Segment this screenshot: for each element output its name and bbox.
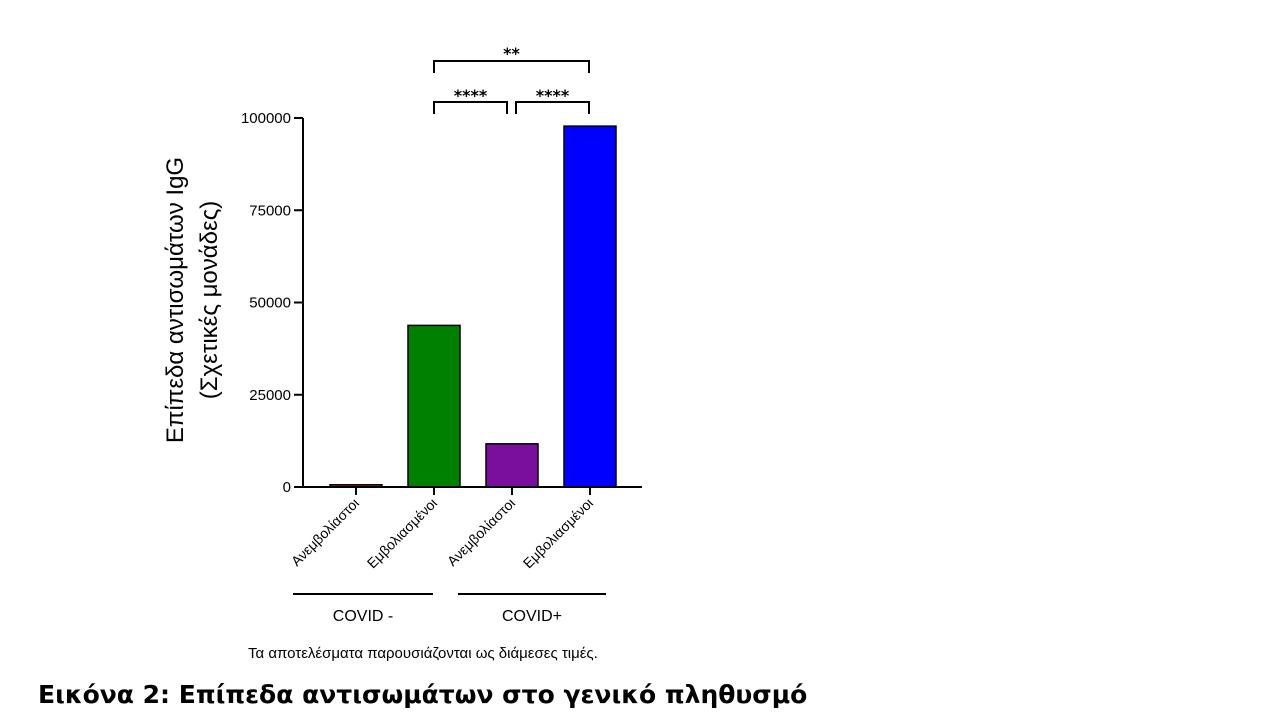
figure-caption: Εικόνα 2: Επίπεδα αντισωμάτων στο γενικό… <box>38 680 808 709</box>
significance-bracket <box>433 101 508 114</box>
results-note: Τα αποτελέσματα παρουσιάζονται ως διάμεσ… <box>248 645 598 662</box>
group-label: COVID - <box>333 608 393 625</box>
y-tick-label: 75000 <box>249 202 291 219</box>
y-axis-label-line1: Επίπεδα αντισωμάτων IgG <box>162 157 189 443</box>
significance-label: **** <box>454 86 488 105</box>
significance-brackets: ****** **** <box>433 44 590 114</box>
x-tick-label: Ανεμβολίαστοι <box>444 495 518 569</box>
x-tick-label: Εμβολιασμένοι <box>520 495 596 571</box>
significance-label: **** <box>536 86 570 105</box>
bar-2 <box>407 324 461 488</box>
y-tick-label: 50000 <box>249 295 291 312</box>
group-labels: COVID - COVID+ <box>293 593 606 625</box>
ticks-layer: 0 25000 50000 75000 100000 <box>241 110 303 496</box>
significance-label: ** <box>503 44 520 63</box>
category-labels: Ανεμβολίαστοι Εμβολιασμένοι Ανεμβολίαστοι Ε… <box>288 487 596 571</box>
y-tick-label: 25000 <box>249 387 291 404</box>
significance-bracket <box>515 101 590 114</box>
x-tick-label: Ανεμβολίαστοι <box>288 495 362 569</box>
y-axis-label-line2: (Σχετικές μονάδες) <box>196 201 223 400</box>
significance-bracket <box>433 60 590 73</box>
group-label: COVID+ <box>502 608 562 625</box>
y-tick-label: 0 <box>283 479 291 496</box>
bar-3 <box>485 443 539 488</box>
x-tick-label: Εμβολιασμένοι <box>364 495 440 571</box>
y-tick-label: 100000 <box>241 110 291 127</box>
bar-4 <box>563 125 617 488</box>
bars-layer <box>329 125 617 488</box>
